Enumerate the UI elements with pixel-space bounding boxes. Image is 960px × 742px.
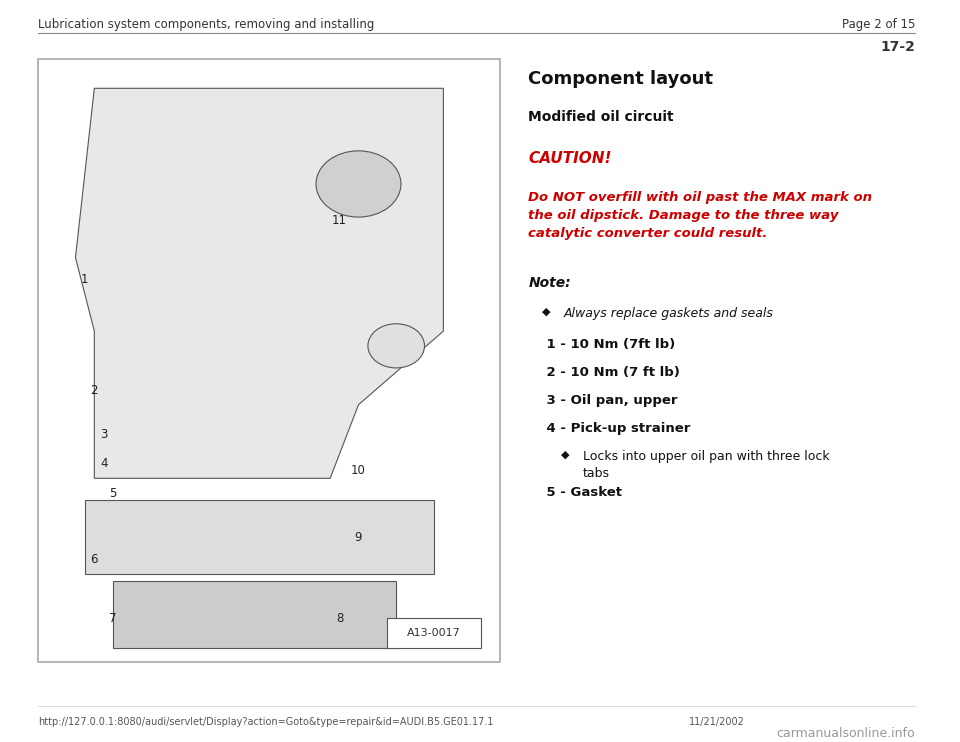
Circle shape (368, 324, 424, 368)
Polygon shape (76, 88, 444, 479)
Text: CAUTION!: CAUTION! (528, 151, 612, 166)
Text: 6: 6 (90, 553, 98, 565)
Text: 5: 5 (109, 487, 117, 499)
Text: 4 - Pick-up strainer: 4 - Pick-up strainer (528, 421, 690, 435)
Text: 4: 4 (100, 457, 108, 470)
Text: Component layout: Component layout (528, 70, 713, 88)
FancyBboxPatch shape (37, 59, 500, 663)
Text: 10: 10 (351, 464, 366, 477)
Text: Locks into upper oil pan with three lock
tabs: Locks into upper oil pan with three lock… (583, 450, 829, 479)
Text: Note:: Note: (528, 276, 571, 290)
Text: 11: 11 (332, 214, 348, 227)
Text: http://127.0.0.1:8080/audi/servlet/Display?action=Goto&type=repair&id=AUDI.B5.GE: http://127.0.0.1:8080/audi/servlet/Displ… (37, 718, 493, 727)
Text: 2 - 10 Nm (7 ft lb): 2 - 10 Nm (7 ft lb) (528, 366, 680, 378)
Circle shape (316, 151, 401, 217)
Text: Modified oil circuit: Modified oil circuit (528, 111, 674, 125)
Text: 5 - Gasket: 5 - Gasket (528, 487, 622, 499)
Text: ◆: ◆ (562, 450, 570, 459)
Text: 3 - Oil pan, upper: 3 - Oil pan, upper (528, 394, 678, 407)
Text: Page 2 of 15: Page 2 of 15 (842, 19, 915, 31)
Text: 17-2: 17-2 (880, 41, 915, 54)
Text: 8: 8 (336, 611, 344, 625)
Text: A13-0017: A13-0017 (407, 628, 461, 638)
Text: 9: 9 (355, 531, 362, 544)
Text: Always replace gaskets and seals: Always replace gaskets and seals (564, 307, 774, 320)
Text: carmanualsonline.info: carmanualsonline.info (777, 727, 915, 740)
Text: 1 - 10 Nm (7ft lb): 1 - 10 Nm (7ft lb) (528, 338, 676, 351)
Text: Lubrication system components, removing and installing: Lubrication system components, removing … (37, 19, 374, 31)
Polygon shape (84, 500, 434, 574)
Text: 1: 1 (82, 273, 88, 286)
Polygon shape (113, 581, 396, 648)
Text: 2: 2 (90, 384, 98, 396)
FancyBboxPatch shape (387, 618, 481, 648)
Text: 7: 7 (109, 611, 117, 625)
Text: Do NOT overfill with oil past the MAX mark on
the oil dipstick. Damage to the th: Do NOT overfill with oil past the MAX ma… (528, 191, 873, 240)
Text: 11/21/2002: 11/21/2002 (688, 718, 745, 727)
Text: 3: 3 (100, 427, 108, 441)
Text: ◆: ◆ (542, 307, 551, 317)
